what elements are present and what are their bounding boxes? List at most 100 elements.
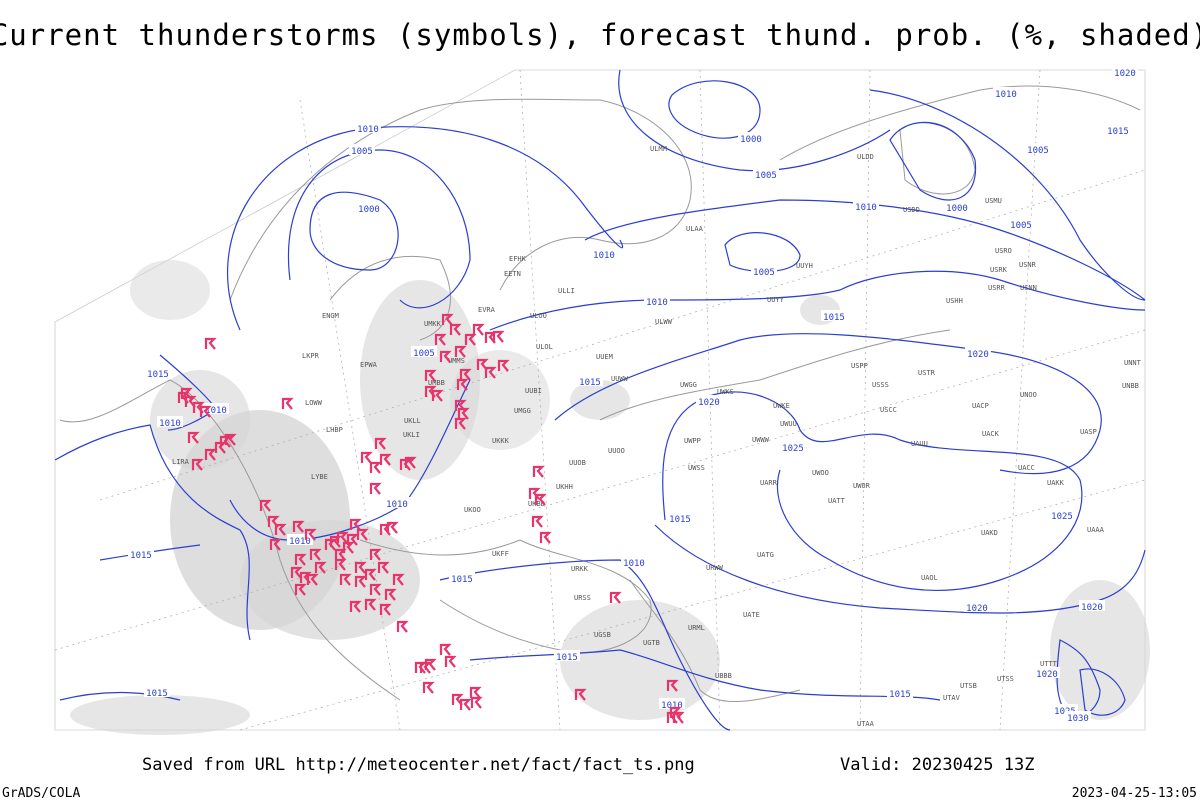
thunderstorm-symbol [204, 337, 217, 350]
label-bg [780, 441, 806, 452]
label-bg [1105, 124, 1131, 135]
isobar-label: 1015 [451, 575, 473, 585]
station-label: USNR [1019, 261, 1037, 269]
thunderstorm-symbol [457, 407, 470, 420]
thunderstorm-symbol [472, 323, 485, 336]
isobar-label: 1015 [579, 378, 601, 388]
label-bg [203, 403, 229, 414]
isobar-label: 1020 [1081, 603, 1103, 613]
station-label: UKKK [492, 437, 510, 445]
isobar-label: 1005 [1027, 146, 1049, 156]
station-label: UTAV [943, 694, 961, 702]
thunderstorm-symbol [269, 538, 282, 551]
station-label: UKOO [464, 506, 481, 514]
station-label: UKHH [556, 483, 573, 491]
station-label: URML [688, 624, 705, 632]
thunderstorm-symbol [292, 520, 305, 533]
station-label: LKPR [302, 352, 320, 360]
station-label: UAOL [921, 574, 938, 582]
thunderstorm-symbol [424, 385, 437, 398]
station-label: UTSS [997, 675, 1014, 683]
isobar-label: 1010 [661, 701, 683, 711]
label-bg [644, 295, 670, 306]
thunderstorm-symbol [454, 345, 467, 358]
label-bg [157, 416, 183, 427]
station-label: UNNT [1124, 359, 1142, 367]
thunderstorm-symbol [456, 378, 469, 391]
thunderstorm-symbol [396, 620, 409, 633]
thunderstorm-symbol [180, 387, 193, 400]
station-label: UNBB [1122, 382, 1139, 390]
station-label: UACC [1018, 464, 1035, 472]
thunderstorm-symbol [392, 573, 405, 586]
thunderstorm-symbol [224, 433, 237, 446]
isobar-label: 1000 [740, 135, 762, 145]
label-bg [659, 698, 685, 709]
thunderstorm-symbol [439, 350, 452, 363]
isobar-label: 1025 [1051, 512, 1073, 522]
station-label: UBBB [715, 672, 732, 680]
label-bg [1049, 509, 1075, 520]
station-label: EPWA [360, 361, 378, 369]
station-label: UACK [982, 430, 1000, 438]
thunderstorm-symbol [294, 553, 307, 566]
thunderstorm-symbol [470, 696, 483, 709]
isobar-label: 1010 [205, 406, 227, 416]
station-label: USSS [872, 381, 889, 389]
thunderstorm-symbol [294, 583, 307, 596]
station-label: LHBP [326, 426, 343, 434]
label-bg [356, 202, 382, 213]
thunderstorm-symbol [369, 583, 382, 596]
thunderstorm-symbol [290, 566, 303, 579]
station-label: UUEM [596, 353, 613, 361]
label-bg [355, 122, 381, 133]
thunderstorm-symbol [451, 693, 464, 706]
station-label: ULWW [655, 318, 673, 326]
thunderstorm-symbol [377, 561, 390, 574]
isobar-label: 1010 [623, 559, 645, 569]
thunderstorm-symbol [379, 453, 392, 466]
station-label: UUBI [525, 387, 542, 395]
isobar-label: 1010 [593, 251, 615, 261]
thunderstorm-symbol [309, 548, 322, 561]
thunderstorm-symbol [574, 688, 587, 701]
thunderstorm-symbol [666, 679, 679, 692]
station-label: UAAA [1087, 526, 1105, 534]
thunderstorm-symbol [414, 661, 427, 674]
thunderstorm-symbol [349, 600, 362, 613]
station-label: USPP [851, 362, 868, 370]
thunderstorm-symbol [454, 399, 467, 412]
label-bg [753, 168, 779, 179]
station-label: USDD [903, 206, 920, 214]
station-label: LYBE [311, 473, 328, 481]
station-label: USRK [990, 266, 1008, 274]
valid-time: Valid: 20230425 13Z [840, 755, 1034, 775]
thunderstorm-symbol [339, 573, 352, 586]
station-label: USRO [995, 247, 1012, 255]
station-label: UKLL [404, 417, 421, 425]
station-label: UWKE [773, 402, 790, 410]
station-label: UNOO [1020, 391, 1037, 399]
thunderstorm-symbol [369, 548, 382, 561]
thunderstorm-symbol [531, 515, 544, 528]
label-bg [738, 132, 764, 143]
isobar-label: 1020 [967, 350, 989, 360]
thunderstorm-symbol [539, 531, 552, 544]
thunderstorm-symbol [346, 533, 359, 546]
thunderstorm-symbol [609, 591, 622, 604]
isobar-label: 1010 [995, 90, 1017, 100]
label-bg [554, 650, 580, 661]
station-label: UATT [828, 497, 846, 505]
station-label: ULLI [558, 287, 575, 295]
label-bg [128, 548, 154, 559]
thunderstorm-symbol [214, 441, 227, 454]
station-label: UMMS [448, 357, 465, 365]
thunderstorm-symbol [349, 518, 362, 531]
thunderstorm-symbol [532, 465, 545, 478]
station-label: UUWW [611, 375, 629, 383]
station-label: UWUU [780, 420, 797, 428]
isobar-label: 1015 [147, 370, 169, 380]
station-label: UMBB [428, 379, 445, 387]
station-label: URSS [574, 594, 591, 602]
